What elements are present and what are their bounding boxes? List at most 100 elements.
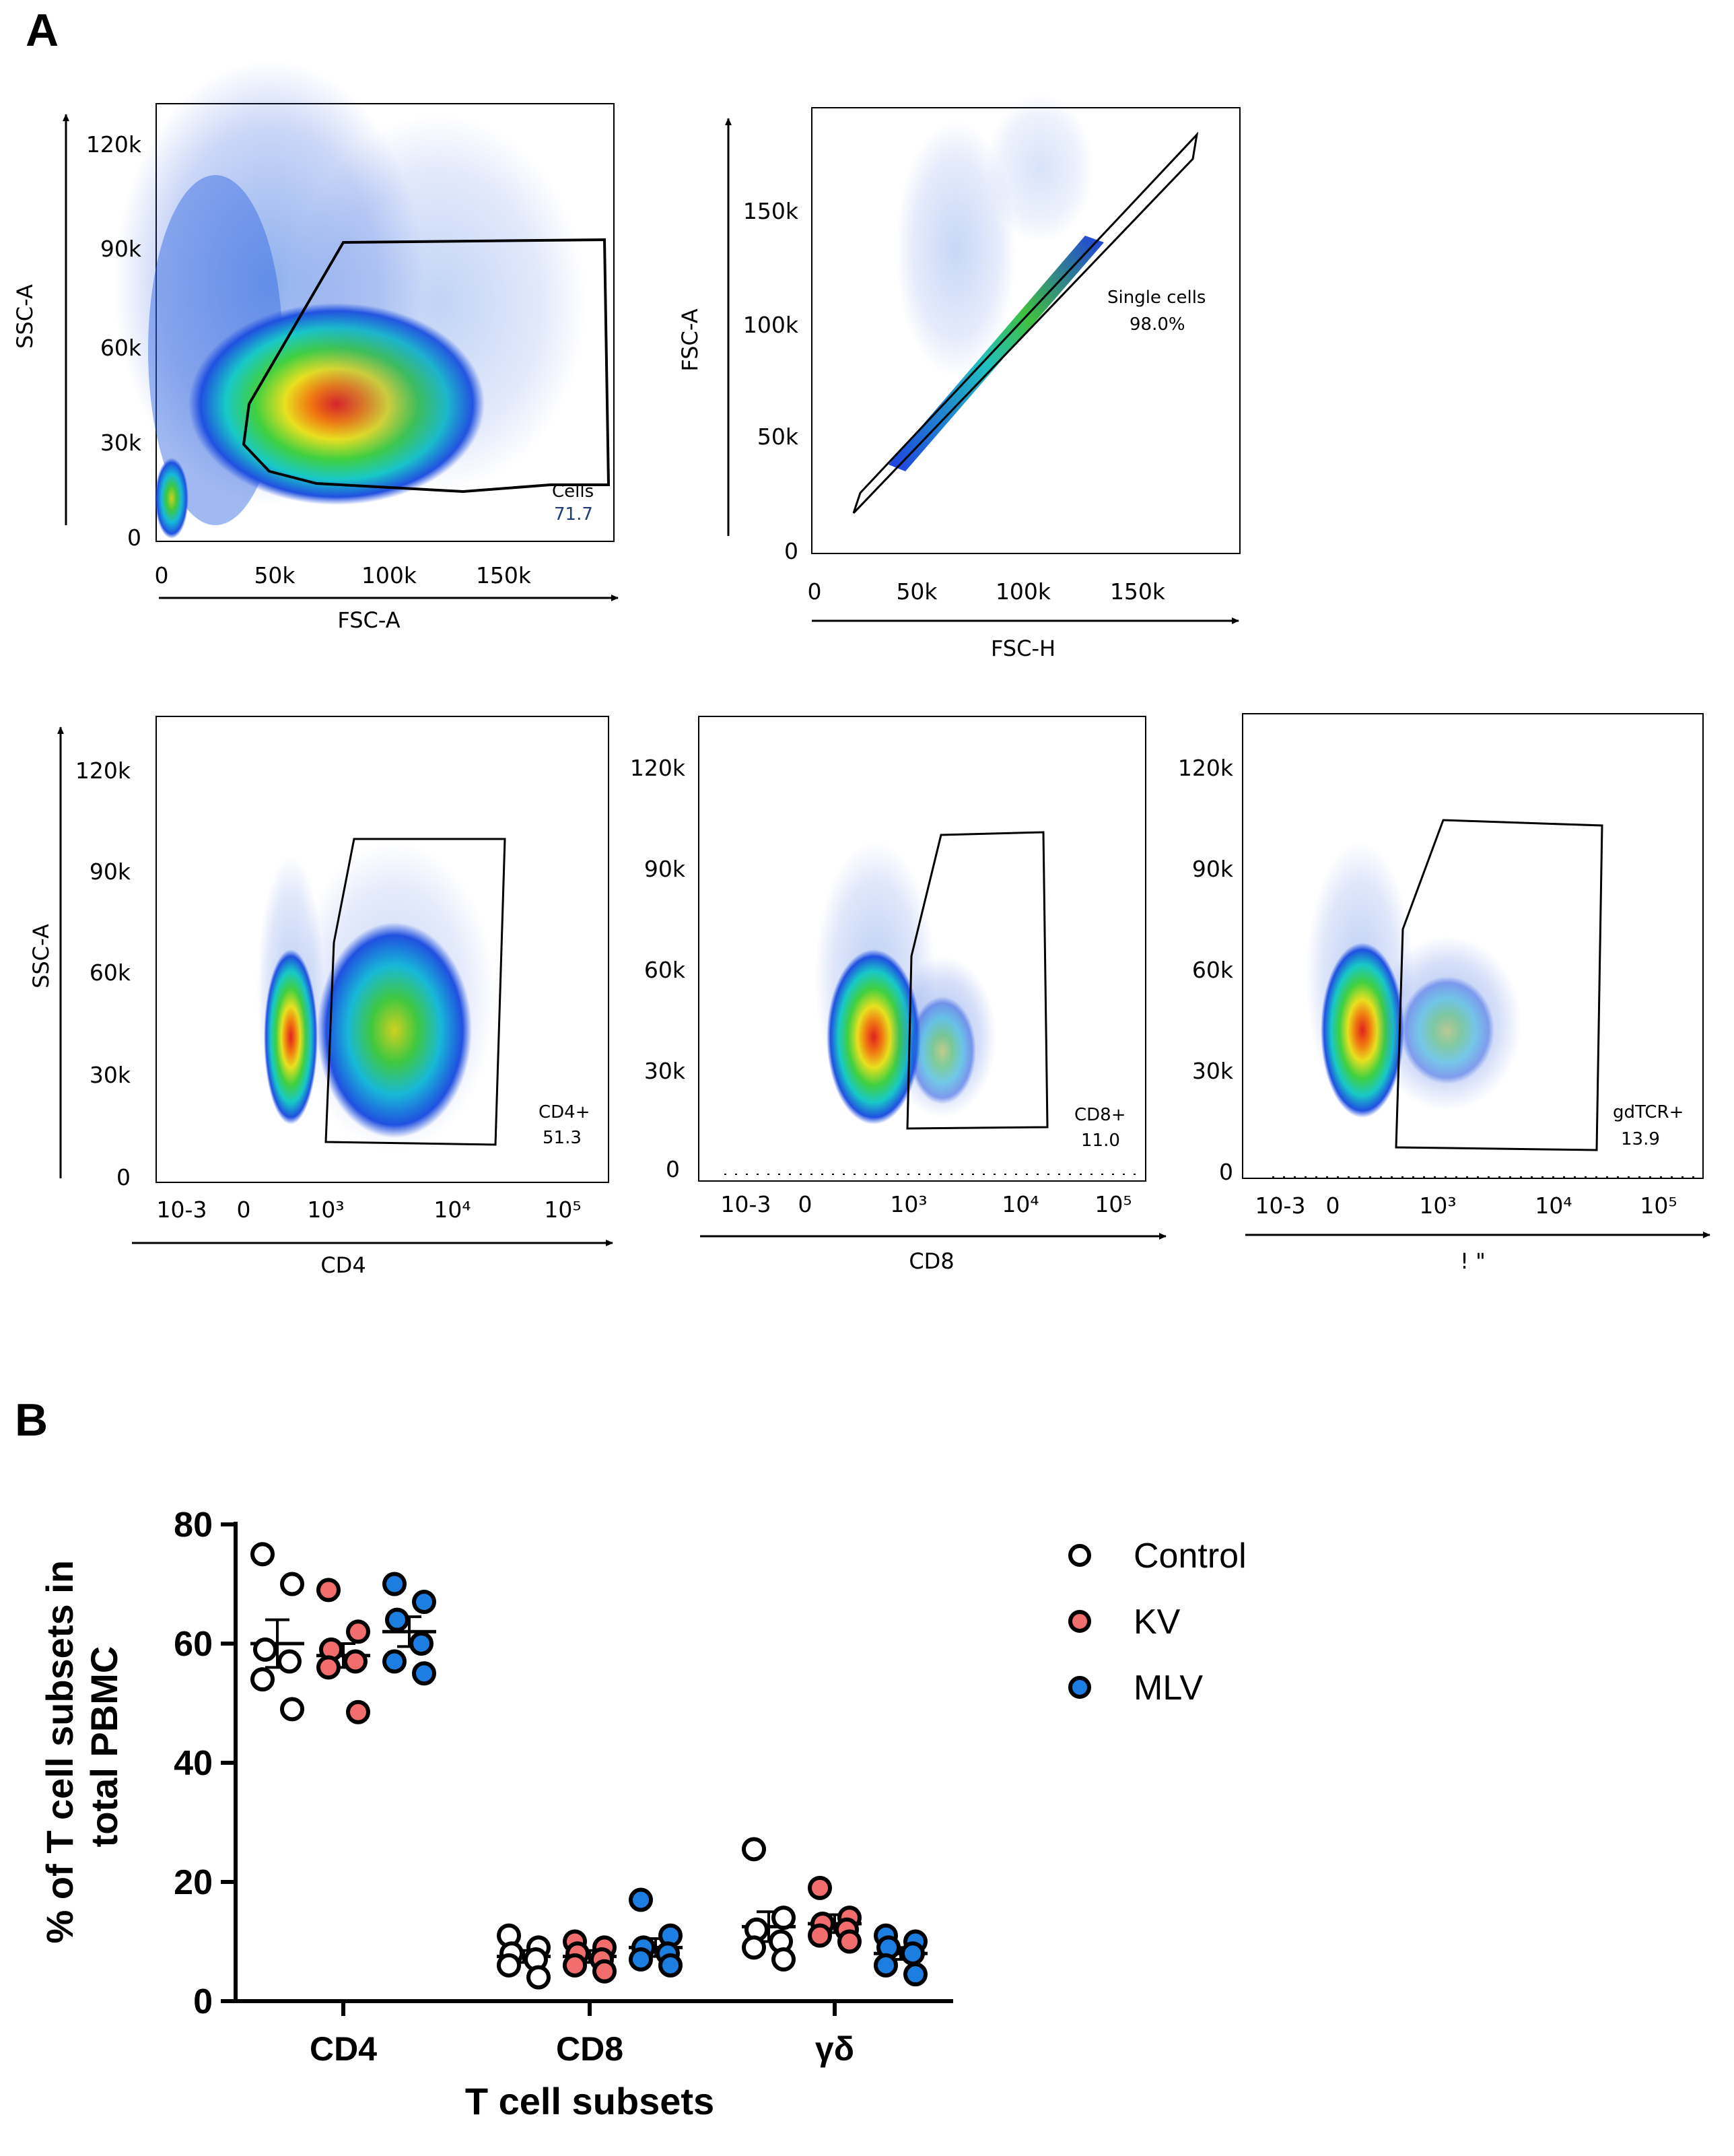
x-tick: 10³ [890, 1191, 927, 1217]
data-point-mlv [629, 1947, 653, 1972]
y-axis-title: % of T cell subsets in total PBMC [38, 1549, 125, 1943]
gate-value: 51.3 [543, 1128, 582, 1148]
gate-value: 98.0% [1130, 314, 1185, 335]
data-point-mlv [629, 1887, 653, 1912]
density-cloud [257, 842, 495, 1151]
x-tick: 10³ [1419, 1192, 1456, 1219]
y-tick-label: 40 [174, 1744, 213, 1783]
y-tick: 0 [784, 538, 798, 564]
flow-plot-gdtcr: gdTCR+ 13.9 120k 90k 60k 30k 0 10-3 0 10… [1178, 713, 1710, 1274]
data-point-kv [808, 1875, 832, 1900]
dot-plot-chart: 0 20 40 60 80 CD4 CD8 γδ % of T cell subsets i… [38, 1506, 1247, 2122]
legend-label-kv: KV [1134, 1603, 1181, 1642]
data-point-control [526, 1965, 551, 1990]
data-point-control [253, 1637, 277, 1662]
legend-marker-control [1068, 1544, 1091, 1567]
density-cloud [814, 842, 996, 1124]
data-point-kv [563, 1953, 587, 1978]
density-cloud [889, 94, 1104, 471]
flow-plot-cd4: CD4+ 51.3 120k 90k 60k 30k 0 10-3 0 10³ … [28, 716, 613, 1278]
gate-name: gdTCR+ [1613, 1102, 1684, 1122]
x-tick: 10-3 [721, 1191, 771, 1217]
plot-frame [155, 716, 609, 1183]
x-tick: 10⁵ [544, 1197, 581, 1223]
x-tick: 150k [476, 562, 532, 588]
y-tick: 90k [90, 858, 131, 885]
x-tick: 10⁴ [434, 1197, 471, 1223]
x-tick: 10⁵ [1640, 1192, 1677, 1219]
data-point-mlv [901, 1941, 925, 1966]
y-tick: 90k [100, 236, 142, 262]
gate-value: 11.0 [1081, 1131, 1120, 1151]
data-point-control [771, 1947, 796, 1972]
y-axis-title-line1: % of T cell subsets in [38, 1560, 81, 1943]
y-tick-label: 60 [174, 1625, 213, 1664]
data-point-kv [808, 1923, 832, 1948]
x-tick: 100k [996, 578, 1051, 605]
gate-name: CD4+ [539, 1102, 590, 1122]
y-axis-title-line2: total PBMC [83, 1646, 125, 1848]
y-tick: 30k [644, 1058, 686, 1084]
x-tick: 0 [808, 578, 822, 605]
data-point-mlv [385, 1607, 409, 1632]
data-point-control [742, 1935, 766, 1960]
y-tick: 60k [644, 957, 686, 983]
gate-value: 71.7 [554, 504, 593, 525]
flow-plot-fsc-ssc: Cells 71.7 120k 90k 60k 30k 0 0 50k 100k… [12, 61, 619, 633]
x-tick: 150k [1110, 578, 1166, 605]
gate-value: 13.9 [1621, 1129, 1660, 1149]
y-axis-label: FSC-A [677, 308, 703, 371]
y-tick: 120k [1178, 755, 1234, 781]
data-point-control [250, 1667, 275, 1692]
data-point-mlv [382, 1649, 407, 1674]
x-tick: 10-3 [1255, 1192, 1306, 1219]
data-point-control [277, 1649, 302, 1674]
y-axis-label: SSC-A [12, 284, 38, 349]
data-point-kv [316, 1578, 341, 1603]
data-point-control [742, 1837, 766, 1862]
x-axis-title: T cell subsets [465, 2080, 714, 2122]
data-point-kv [592, 1959, 617, 1984]
legend-marker-kv [1068, 1610, 1091, 1633]
data-point-kv [343, 1649, 368, 1674]
data-point-mlv [874, 1953, 898, 1978]
density-cloud [114, 61, 586, 539]
gate-polygon [906, 831, 1049, 1130]
data-point-kv [316, 1655, 341, 1680]
gate-polygon [242, 238, 611, 494]
y-tick: 50k [757, 424, 799, 450]
data-point-mlv [903, 1962, 928, 1987]
gate-name: Cells [552, 481, 594, 502]
x-tick-label: CD8 [556, 2030, 623, 2068]
data-point-kv [346, 1699, 370, 1724]
data-point-control [280, 1697, 304, 1722]
y-axis-label: SSC-A [28, 924, 54, 988]
x-tick-label: γδ [815, 2030, 854, 2068]
data-point-kv [346, 1619, 370, 1644]
x-tick: 0 [155, 562, 169, 588]
x-tick: 10⁵ [1095, 1191, 1132, 1217]
y-tick: 30k [1192, 1058, 1234, 1084]
y-tick: 0 [127, 525, 141, 551]
data-point-mlv [409, 1631, 434, 1656]
panel-b-label: B [15, 1394, 48, 1446]
y-tick: 120k [630, 755, 686, 781]
x-tick: 10⁴ [1002, 1191, 1039, 1217]
flow-plot-cd8: CD8+ 11.0 120k 90k 60k 30k 0 10-3 0 10³ … [630, 716, 1167, 1274]
data-point-control [771, 1906, 796, 1930]
x-axis-label: FSC-A [337, 607, 400, 633]
x-axis-label: CD4 [320, 1252, 366, 1278]
gate-name: Single cells [1107, 288, 1206, 308]
x-tick: 10³ [307, 1197, 344, 1223]
plot-frame [698, 716, 1146, 1182]
y-tick: 90k [1192, 856, 1234, 882]
legend-label-mlv: MLV [1134, 1669, 1203, 1708]
x-tick-label: CD4 [310, 2030, 377, 2068]
data-point-mlv [382, 1572, 407, 1596]
plot-frame [1242, 713, 1704, 1179]
y-tick: 60k [90, 959, 131, 986]
y-tick-label: 0 [193, 1982, 213, 2021]
x-axis-label: FSC-H [991, 636, 1055, 661]
legend-marker-mlv [1068, 1676, 1091, 1699]
